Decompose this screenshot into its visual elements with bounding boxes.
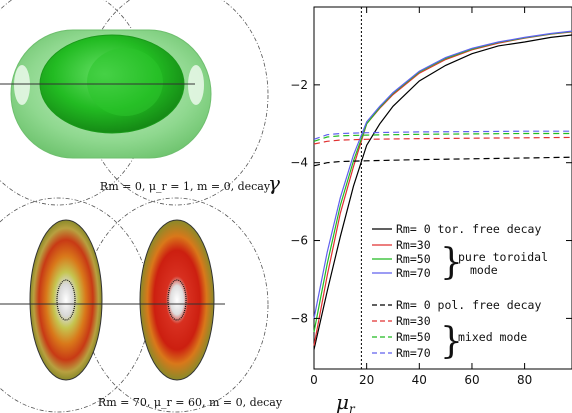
legend-label-rm30-tor: Rm=30	[396, 238, 431, 252]
shell-highlight-right	[188, 65, 204, 105]
legend-label-rm50-tor: Rm=50	[396, 252, 431, 266]
core-inner-blob	[87, 48, 163, 116]
growth-rate-chart: 0 20 40 60 80 −2 −4 −6 −8 μr γ Rm= 0 tor. free d…	[268, 6, 572, 413]
y-tick-label: −6	[290, 234, 308, 248]
shell-highlight-left	[14, 65, 30, 105]
series-line-pol-50	[313, 132, 572, 142]
ring-left	[29, 219, 103, 381]
brace-label-toroidal-2: mode	[470, 263, 498, 277]
top-panel: Rm = 0, μ_r = 1, m = 0, decay	[0, 0, 271, 206]
x-tick-label: 80	[517, 373, 532, 387]
legend-label-rm30-pol: Rm=30	[396, 314, 431, 328]
y-tick-label: −4	[290, 156, 308, 170]
ring-right	[139, 219, 215, 381]
ring-right-core	[167, 279, 187, 321]
legend-label-rm70-pol: Rm=70	[396, 346, 431, 360]
brace-toroidal: }	[440, 242, 463, 283]
brace-label-toroidal-1: pure toroidal	[458, 250, 548, 264]
legend: Rm= 0 tor. free decay Rm=30 Rm=50 Rm=70 …	[372, 222, 548, 362]
bottom-caption: Rm = 70, μ_r = 60, m = 0, decay	[98, 396, 283, 409]
plot-frame	[313, 6, 572, 370]
x-tick-label: 20	[359, 373, 374, 387]
ring-left-core	[56, 279, 76, 321]
y-tick-label: −2	[290, 78, 308, 92]
legend-label-rm0-tor: Rm= 0 tor. free decay	[396, 222, 541, 236]
y-axis-label: γ	[268, 171, 280, 195]
series-line-pol-70	[313, 130, 572, 140]
brace-mixed: }	[440, 321, 463, 362]
brace-label-mixed: mixed mode	[458, 330, 527, 344]
bottom-panel: Rm = 70, μ_r = 60, m = 0, decay	[0, 197, 283, 413]
series-line-pol-0	[313, 156, 572, 167]
legend-label-rm0-pol: Rm= 0 pol. free decay	[396, 298, 541, 312]
legend-label-rm70-tor: Rm=70	[396, 266, 431, 280]
x-tick-label: 40	[412, 373, 427, 387]
y-tick-label: −8	[290, 311, 308, 325]
series-line-tor-50	[313, 30, 572, 333]
series-line-pol-30	[313, 136, 572, 145]
series-line-tor-70	[313, 30, 572, 319]
x-tick-label: 0	[310, 373, 318, 387]
x-tick-label: 60	[464, 373, 479, 387]
x-axis-label: μr	[336, 390, 356, 413]
top-caption: Rm = 0, μ_r = 1, m = 0, decay	[100, 180, 271, 193]
legend-label-rm50-pol: Rm=50	[396, 330, 431, 344]
series-line-tor-0	[313, 34, 572, 350]
